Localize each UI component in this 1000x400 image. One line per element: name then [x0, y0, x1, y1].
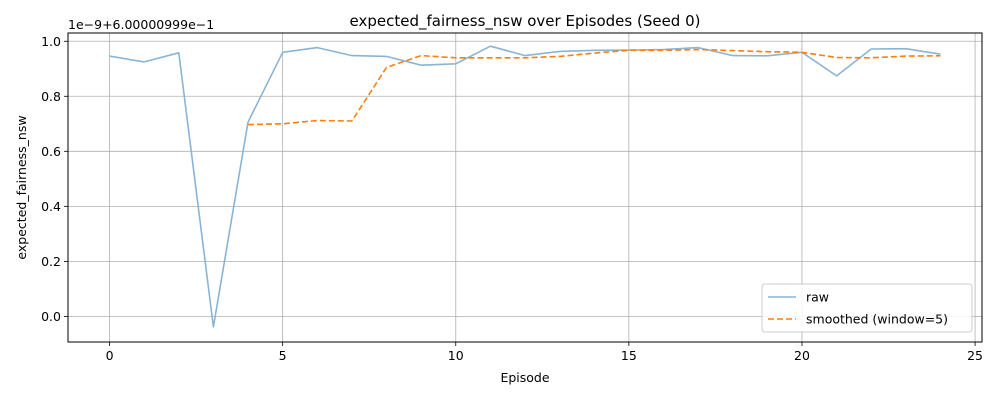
plot-frame: [67, 32, 983, 343]
series-group: [109, 45, 941, 328]
x-tick-label: 5: [279, 348, 287, 363]
y-tick-label: 1.0: [41, 34, 61, 49]
chart-title: expected_fairness_nsw over Episodes (See…: [350, 12, 701, 31]
y-axis-label: expected_fairness_nsw: [14, 115, 29, 259]
axis-ticks: 0 5 10 15 20 25 0.0 0.2 0.4 0.6 0.8 1.0: [41, 34, 983, 363]
y-tick-label: 0.0: [41, 309, 61, 324]
y-tick-label: 0.6: [41, 144, 61, 159]
legend: raw smoothed (window=5): [761, 283, 973, 333]
y-tick-label: 0.8: [41, 89, 61, 104]
x-tick-label: 10: [448, 348, 464, 363]
y-tick-label: 0.2: [41, 254, 61, 269]
x-tick-label: 0: [106, 348, 114, 363]
x-tick-label: 25: [967, 348, 983, 363]
x-tick-label: 15: [621, 348, 637, 363]
y-offset-text: 1e−9+6.00000999e−1: [68, 17, 214, 32]
legend-label: raw: [806, 290, 829, 305]
legend-box: [761, 283, 973, 333]
y-tick-label: 0.4: [41, 199, 61, 214]
legend-label: smoothed (window=5): [806, 312, 948, 327]
x-axis-label: Episode: [500, 370, 549, 385]
x-tick-label: 20: [794, 348, 810, 363]
